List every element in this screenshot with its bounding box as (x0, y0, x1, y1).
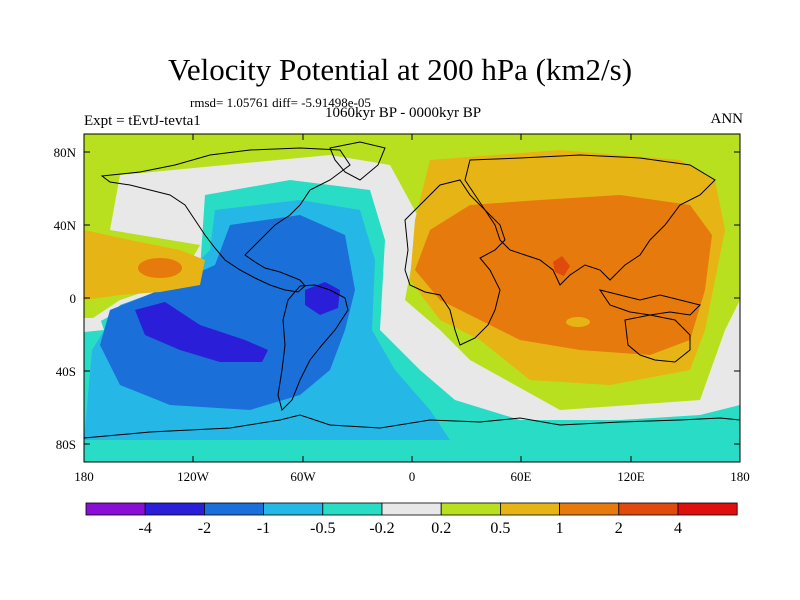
velocity-potential-field (84, 134, 740, 462)
coast-south-america (277, 284, 349, 411)
coast-europe-africa (404, 179, 506, 346)
season-label: ANN (710, 111, 744, 127)
coastlines (84, 141, 740, 439)
colorbar (85, 502, 738, 516)
colorbar-swatch (381, 502, 442, 516)
lat-label: 80N (54, 145, 77, 160)
coast-australia (624, 314, 691, 363)
colorbar-label: 2 (615, 520, 623, 537)
band-neg-2 (100, 215, 355, 410)
band-neg-4-a (135, 302, 268, 362)
band-patch-b (138, 258, 182, 278)
band-patch-a (566, 317, 590, 327)
colorbar-label: 0.5 (490, 520, 510, 537)
colorbar-label: -0.2 (369, 520, 394, 537)
band-patch-c (84, 318, 104, 332)
colorbar-label: -0.5 (310, 520, 335, 537)
colorbar-swatch (144, 502, 205, 516)
lon-labels: 180 120W 60W 0 60E 120E 180 (74, 469, 750, 484)
colorbar-swatch (618, 502, 679, 516)
lat-ticks (84, 151, 740, 445)
lon-label: 0 (409, 469, 416, 484)
lon-label: 120E (617, 469, 645, 484)
coast-greenland (329, 141, 386, 181)
colorbar-label: 1 (556, 520, 564, 537)
colorbar-swatch (85, 502, 146, 516)
coast-asia (464, 154, 716, 286)
colorbar-label: 4 (674, 520, 682, 537)
coast-north-america (100, 147, 351, 293)
colorbar-swatch (677, 502, 738, 516)
coast-antarctica (84, 414, 740, 439)
colorbar-label: -4 (139, 520, 152, 537)
lon-label: 180 (730, 469, 750, 484)
period-label: 1060kyr BP - 0000kyr BP (325, 105, 482, 121)
lat-label: 0 (70, 291, 77, 306)
colorbar-swatch (559, 502, 620, 516)
experiment-label: Expt = tEvtJ-tevta1 (84, 113, 201, 129)
colorbar-swatch (440, 502, 501, 516)
colorbar-label: 0.2 (431, 520, 451, 537)
lat-label: 40S (56, 364, 76, 379)
lon-label: 120W (177, 469, 210, 484)
stats-text: rmsd= 1.05761 diff= -5.91498e-05 (190, 95, 371, 110)
lon-label: 60E (511, 469, 532, 484)
lat-label: 80S (56, 437, 76, 452)
colorbar-labels: -4 -2 -1 -0.5 -0.2 0.2 0.5 1 2 4 (139, 520, 682, 537)
colorbar-label: -2 (198, 520, 211, 537)
map-title: Velocity Potential at 200 hPa (km2/s) (167, 52, 633, 87)
colorbar-label: -1 (257, 520, 270, 537)
lon-label: 180 (74, 469, 94, 484)
colorbar-swatch (322, 502, 383, 516)
colorbar-swatch (203, 502, 264, 516)
coast-southeast-asia (598, 289, 701, 316)
band-2-4 (553, 256, 570, 276)
colorbar-swatch (499, 502, 560, 516)
lon-ticks (83, 134, 741, 462)
lat-labels: 80N 40N 0 40S 80S (54, 145, 77, 452)
lon-label: 60W (290, 469, 316, 484)
colorbar-swatch (263, 502, 324, 516)
lat-label: 40N (54, 218, 77, 233)
